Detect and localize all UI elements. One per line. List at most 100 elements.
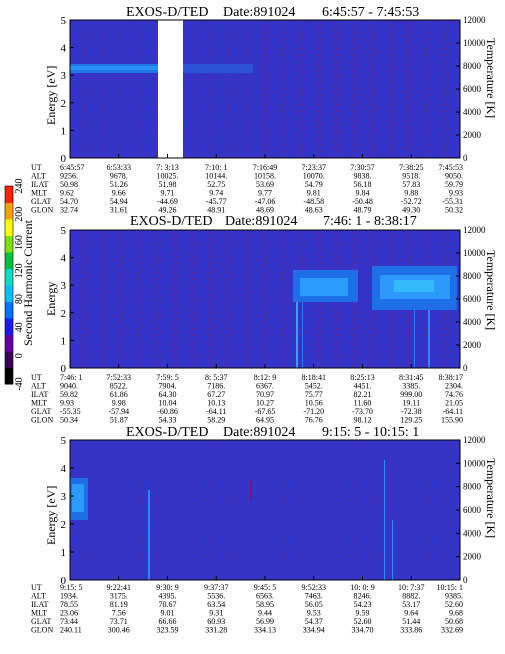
orbit-value: 5452. [305, 382, 323, 391]
orbit-value: -50.48 [352, 197, 373, 206]
y-right-tick-label: 0 [463, 153, 468, 163]
orbit-value: 155.90 [441, 416, 463, 425]
orbit-value: 78.55 [60, 600, 78, 609]
orbit-value: 7:10: 1 [205, 163, 227, 172]
orbit-value: 10.27 [256, 399, 274, 408]
panel-3-title: EXOS-D/TED [126, 425, 208, 440]
orbit-value: 10070. [303, 172, 325, 181]
panel-1-ylabel-right: Temperature [K] [484, 38, 498, 118]
orbit-value: 49.30 [402, 206, 420, 215]
orbit-value: 9.66 [112, 189, 126, 198]
panel-2-time-range: 7:46: 1 - 8:38:17 [323, 214, 417, 229]
orbit-value: 7:16:49 [253, 163, 277, 172]
orbit-value: 10025. [157, 172, 179, 181]
orbit-value: 334.94 [303, 626, 325, 635]
orbit-row-label: ALT [31, 382, 46, 391]
orbit-value: 59.79 [445, 180, 463, 189]
orbit-value: -57.94 [108, 407, 129, 416]
orbit-value: 70.97 [256, 390, 274, 399]
y-right-tick-label: 10000 [463, 458, 486, 468]
y-tick-label: 1 [61, 335, 67, 347]
orbit-value: 8:25:13 [350, 373, 374, 382]
orbit-value: 333.86 [400, 626, 422, 635]
y-tick-label: 0 [61, 153, 67, 165]
orbit-value: 48.63 [305, 206, 323, 215]
orbit-value: -72.38 [401, 407, 422, 416]
y-tick-label: 5 [61, 225, 67, 237]
orbit-value: 7904. [159, 382, 177, 391]
orbit-value: 9.81 [307, 189, 321, 198]
orbit-value: 9.44 [258, 609, 272, 618]
orbit-value: 11.60 [354, 399, 372, 408]
orbit-value: 6367. [256, 382, 274, 391]
y-right-tick-label: 6000 [463, 294, 482, 304]
y-right-tick-label: 2000 [463, 340, 482, 350]
orbit-value: 7:52:33 [107, 373, 131, 382]
orbit-value: 52.75 [207, 180, 225, 189]
orbit-value: 9:15: 5 [60, 583, 82, 592]
panel-1: EXOS-D/TED Date:891024 6:45:57 - 7:45:53… [31, 5, 498, 215]
colorbar-segment [5, 202, 13, 220]
orbit-value: 9.93 [449, 189, 463, 198]
orbit-value: 50.32 [445, 206, 463, 215]
orbit-value: 52.60 [445, 600, 463, 609]
orbit-value: 48.91 [207, 206, 225, 215]
orbit-value: 10.56 [305, 399, 323, 408]
orbit-value: 9.84 [356, 189, 370, 198]
y-tick-label: 0 [61, 363, 67, 375]
orbit-row-label: GLAT [31, 617, 52, 626]
colorbar-segment [5, 268, 13, 286]
orbit-value: 64.30 [159, 390, 177, 399]
colorbar-segment [5, 318, 13, 335]
y-right-tick-label: 8000 [463, 482, 482, 492]
orbit-value: 8:18:41 [302, 373, 326, 382]
orbit-row-label: GLAT [31, 407, 52, 416]
orbit-value: 9256. [60, 172, 78, 181]
orbit-value: 56.18 [354, 180, 372, 189]
orbit-value: -71.20 [303, 407, 324, 416]
orbit-value: 9.77 [258, 189, 272, 198]
y-tick-label: 1 [61, 125, 67, 137]
orbit-row-label: UT [31, 163, 42, 172]
panel-2-heatmap [69, 229, 461, 369]
orbit-value: 9.68 [449, 609, 463, 618]
orbit-value: 82.21 [354, 390, 372, 399]
orbit-value: 10158. [254, 172, 276, 181]
orbit-value: -48.58 [303, 197, 324, 206]
panel-3-heatmap [69, 439, 461, 581]
panel-1-title: EXOS-D/TED [126, 5, 208, 20]
orbit-value: 51.44 [402, 617, 420, 626]
orbit-row-label: GLON [31, 206, 53, 215]
orbit-value: -73.70 [352, 407, 373, 416]
panel-3-time-range: 9:15: 5 - 10:15: 1 [322, 425, 419, 440]
y-right-tick-label: 6000 [463, 84, 482, 94]
orbit-row-label: ILAT [31, 390, 48, 399]
y-right-tick-label: 12000 [463, 435, 486, 445]
y-right-tick-label: 12000 [463, 225, 486, 235]
orbit-value: 51.98 [159, 180, 177, 189]
orbit-value: 63.54 [207, 600, 225, 609]
panel-1-time-range: 6:45:57 - 7:45:53 [322, 5, 419, 20]
orbit-value: 5536. [207, 592, 225, 601]
orbit-value: 10:15: 1 [437, 583, 463, 592]
y-tick-label: 4 [61, 463, 67, 475]
orbit-value: 19.11 [402, 399, 420, 408]
orbit-value: 75.77 [305, 390, 323, 399]
y-tick-label: 4 [61, 43, 67, 55]
orbit-row-label: UT [31, 373, 42, 382]
y-right-tick-label: 0 [463, 363, 468, 373]
panel-2: EXOS-D/TED Date:891024 7:46: 1 - 8:38:17… [31, 214, 498, 425]
orbit-row-label: GLON [31, 416, 53, 425]
orbit-value: 2304. [445, 382, 463, 391]
y-right-tick-label: 8000 [463, 61, 482, 71]
colorbar-tick-label: 40 [14, 322, 25, 332]
orbit-value: 53.69 [256, 180, 274, 189]
orbit-value: 54.37 [305, 617, 323, 626]
orbit-value: 9.98 [112, 399, 126, 408]
panel-2-ylabel: Energy [44, 282, 58, 316]
orbit-value: 48.79 [354, 206, 372, 215]
panel-3-ylabel: Energy [eV] [44, 486, 58, 545]
orbit-value: 9:45: 5 [254, 583, 276, 592]
y-tick-label: 1 [61, 547, 67, 559]
